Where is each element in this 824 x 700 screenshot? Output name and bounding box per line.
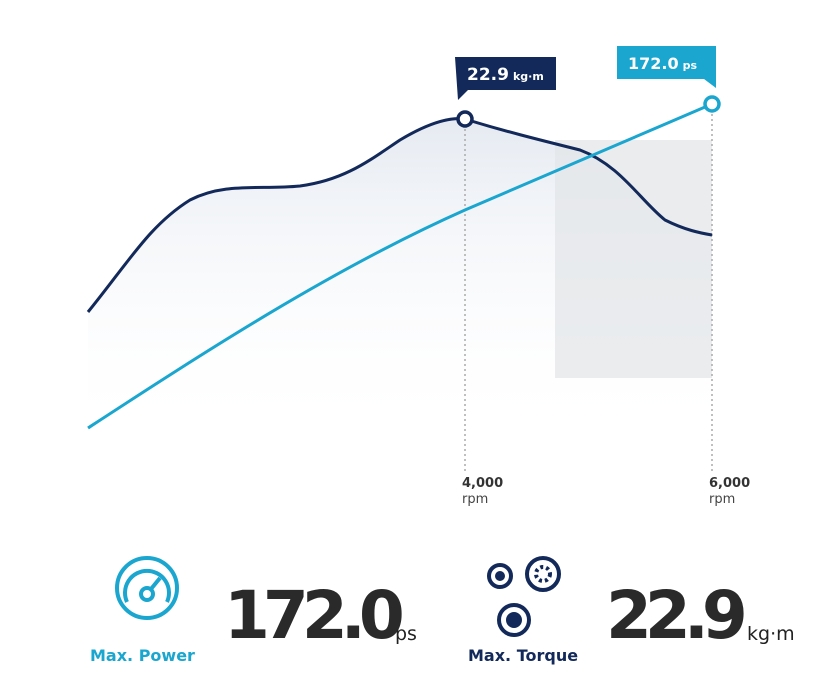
speedometer-icon [115,556,179,620]
power-callout-text: 172.0 ps [628,54,697,73]
high-rpm-band [555,140,712,378]
rpm-unit: rpm [462,492,488,507]
power-callout [617,46,716,88]
callout-value: 22.9 [467,65,509,85]
torque-spec: Max. Torque 22.9 kg·m [468,556,795,665]
spec-value: 22.9 [606,577,744,654]
rpm-value: 6,000 [709,476,750,491]
torque-callout [455,57,556,100]
torque-peak [456,110,474,128]
spec-unit: kg·m [747,623,795,645]
power-curve [87,102,713,430]
power-peak [703,95,721,113]
spec-value: 172.0 [224,577,402,654]
torque-callout-text: 22.9 kg·m [467,65,544,85]
spec-label: Max. Power [90,646,195,665]
rpm-value: 4,000 [462,476,503,491]
torque-curve [86,117,713,313]
callout-unit: ps [683,59,698,72]
callout-unit: kg·m [513,70,544,83]
performance-chart: 22.9 kg·m 172.0 ps 4,000 rpm 6,000 rpm [86,46,750,507]
belt-icon [487,556,561,637]
power-spec: Max. Power 172.0 ps [90,556,417,665]
rpm-unit: rpm [709,492,735,507]
spec-label: Max. Torque [468,646,578,665]
spec-unit: ps [395,623,417,645]
callout-value: 172.0 [628,54,679,73]
